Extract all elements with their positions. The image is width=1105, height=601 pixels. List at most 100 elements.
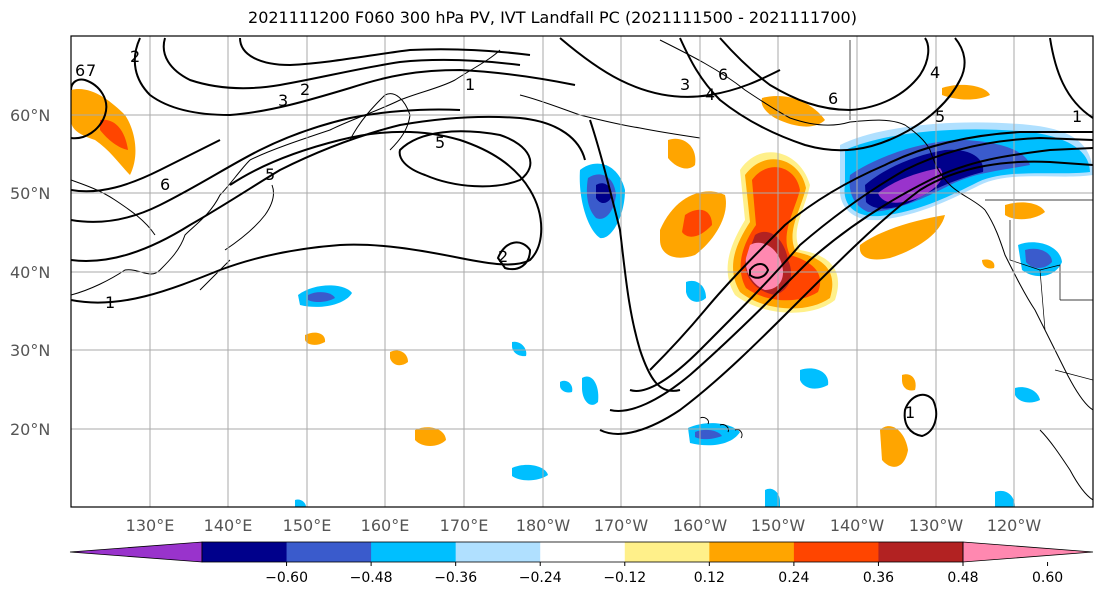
- shade-blue-8: [582, 376, 599, 405]
- contour-small-2: [496, 241, 532, 270]
- lat-label: 20°N: [10, 420, 50, 439]
- contour-west-loop: [71, 78, 108, 140]
- lon-label: 140°E: [204, 516, 253, 535]
- lon-label: 130°W: [909, 516, 964, 535]
- contour-north-1: [559, 37, 781, 98]
- coast-mexico: [1039, 429, 1093, 501]
- longitude-labels: 130°E 140°E 150°E 160°E 170°E 180°W 170°…: [126, 516, 1042, 535]
- shade-blue-7-mid: [695, 429, 722, 440]
- coast-hawaii: [699, 417, 743, 439]
- colorbar-max-extension: [962, 541, 1094, 563]
- lon-label: 170°W: [594, 516, 649, 535]
- map-border: [70, 35, 1094, 508]
- contour-8: [239, 37, 531, 67]
- contour-trough-3: [629, 136, 1093, 392]
- contour-label: 5: [935, 107, 945, 126]
- colorbar-tick-label: 0.36: [863, 570, 894, 586]
- shade-blue-11: [765, 488, 780, 507]
- contour-labels: 1 2 3 5 6 5 2 1 6 4 3 5 1 6 4 1 2 7 6: [75, 47, 1082, 422]
- colorbar-segment: [202, 542, 288, 562]
- shade-blue-13: [1015, 387, 1040, 403]
- shade-blue-5: [686, 280, 706, 302]
- contour-3: [71, 108, 461, 223]
- coast-asia: [71, 49, 501, 296]
- shade-blue-14: [560, 380, 573, 393]
- border-states-1: [1009, 220, 1093, 331]
- contour-2: [71, 115, 586, 262]
- contour-label: 1: [105, 293, 115, 312]
- shade-orange-12: [982, 259, 995, 269]
- shade-blue-12: [995, 490, 1015, 507]
- contour-small-4: [749, 263, 770, 279]
- contour-7: [162, 37, 521, 90]
- contour-1: [71, 130, 543, 304]
- colorbar-segment: [540, 542, 626, 562]
- colorbar-outline: [201, 541, 964, 563]
- shade-orange-8: [415, 427, 446, 446]
- colorbar-tick-label: −0.24: [519, 570, 562, 586]
- colorbar-tick-label: 0.60: [1032, 570, 1063, 586]
- colorbar-tick-label: 0.48: [947, 570, 978, 586]
- colorbar-tick-label: −0.12: [603, 570, 646, 586]
- contour-label: 3: [278, 91, 288, 110]
- coast-japan: [199, 184, 275, 291]
- colorbar-min-extension: [69, 541, 203, 563]
- shade-orange-3: [761, 96, 825, 127]
- contour-label: 7: [86, 61, 96, 80]
- contour-5: [71, 139, 221, 193]
- contour-label: 1: [465, 75, 475, 94]
- colorbar-segment: [793, 542, 879, 562]
- contour-4-inner-5: [398, 130, 532, 188]
- contour-label: 6: [718, 65, 728, 84]
- colorbar-segment: [878, 542, 964, 562]
- colorbar-segment: [371, 542, 457, 562]
- lon-label: 170°E: [440, 516, 489, 535]
- contour-north-2: [679, 37, 966, 152]
- contour-label: 3: [680, 75, 690, 94]
- contour-label: 6: [75, 61, 85, 80]
- colorbar-segment: [709, 542, 795, 562]
- political-borders: [849, 40, 1093, 381]
- colorbar-segment: [286, 542, 372, 562]
- colorbar: −0.60 −0.48 −0.36 −0.24 −0.12 0.12 0.24 0.36 0.4…: [69, 541, 1094, 586]
- coast-namerica-west: [984, 209, 1093, 411]
- shade-orange-2: [668, 138, 696, 169]
- contour-trough-5: [589, 119, 681, 392]
- contour-label: 5: [265, 165, 275, 184]
- colorbar-tick-label: 0.24: [778, 570, 809, 586]
- contour-label: 1: [905, 403, 915, 422]
- lon-label: 140°W: [830, 516, 885, 535]
- shade-orange-11: [902, 374, 916, 391]
- lon-label: 130°E: [126, 516, 175, 535]
- latitude-labels: 60°N 50°N 40°N 30°N 20°N: [10, 106, 50, 439]
- lon-label: 180°W: [516, 516, 571, 535]
- contour-east-4: [1049, 37, 1093, 119]
- contour-trough-1: [599, 160, 1093, 435]
- shade-red-1: [682, 209, 712, 237]
- colorbar-tick-label: −0.60: [265, 570, 308, 586]
- lon-label: 150°W: [751, 516, 806, 535]
- contour-label: 1: [1072, 107, 1082, 126]
- shade-orange-9: [390, 350, 408, 366]
- contour-small-1: [903, 393, 938, 438]
- lon-label: 160°E: [361, 516, 410, 535]
- lat-label: 60°N: [10, 106, 50, 125]
- contour-trough-4: [649, 131, 1093, 371]
- contour-label: 4: [705, 85, 715, 104]
- lon-label: 120°W: [987, 516, 1042, 535]
- contour-label: 5: [435, 133, 445, 152]
- lat-label: 50°N: [10, 184, 50, 203]
- lat-label: 30°N: [10, 341, 50, 360]
- colorbar-tick-label: −0.48: [350, 570, 393, 586]
- contour-label: 4: [930, 63, 940, 82]
- lon-label: 160°W: [673, 516, 728, 535]
- shade-blue-3-mid: [1025, 248, 1052, 268]
- colorbar-segment: [455, 542, 541, 562]
- lat-label: 40°N: [10, 263, 50, 282]
- contour-label: 6: [160, 175, 170, 194]
- lon-label: 150°E: [283, 516, 332, 535]
- contour-north-3: [719, 37, 930, 112]
- coastlines: [71, 39, 1093, 501]
- contour-6: [133, 37, 576, 117]
- contour-trough-2: [609, 147, 1093, 412]
